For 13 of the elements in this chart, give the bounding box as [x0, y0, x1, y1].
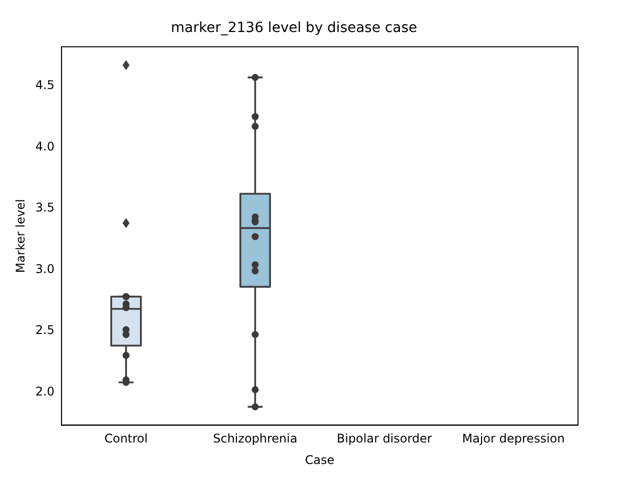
x-tick-label: Control [104, 432, 148, 446]
y-tick-label: 3.0 [35, 262, 54, 276]
y-tick-label: 4.5 [35, 78, 54, 92]
y-tick-label: 4.0 [35, 139, 54, 154]
y-axis-title: Marker level [13, 199, 28, 273]
x-tick-label: Major depression [462, 432, 565, 446]
x-tick-label: Bipolar disorder [336, 432, 432, 446]
x-tick-label: Schizophrenia [212, 432, 298, 446]
x-axis-title: Case [305, 452, 334, 467]
y-tick-label: 3.5 [35, 200, 54, 215]
y-tick-label: 2.5 [35, 323, 54, 338]
y-tick-label: 2.0 [35, 384, 54, 398]
chart-title: marker_2136 level by disease case [170, 20, 418, 36]
